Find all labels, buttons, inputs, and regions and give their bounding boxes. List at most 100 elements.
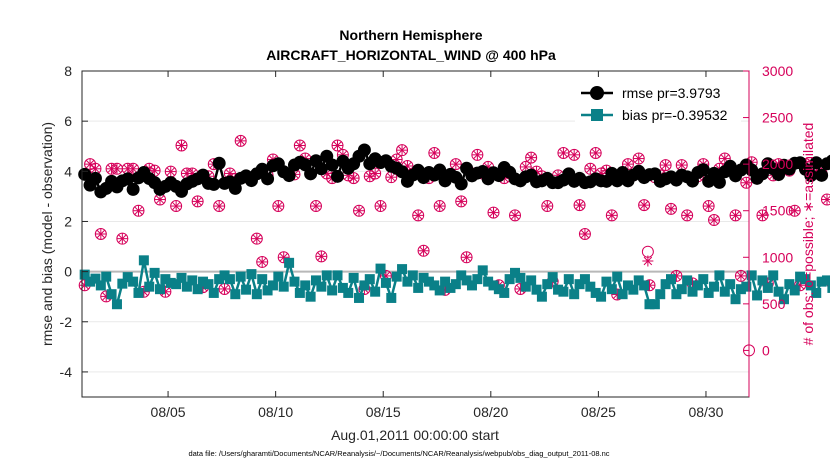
obs-assimilated-point [84, 158, 96, 170]
y-left-tick-label: 4 [64, 163, 72, 179]
asterisk-stroke [376, 201, 385, 211]
bias-point [235, 271, 246, 282]
bias-point [547, 272, 558, 283]
bias-point [429, 280, 440, 291]
bias-point [316, 281, 327, 292]
y-right-tick-label: 3000 [762, 63, 793, 79]
bias-point [192, 284, 203, 295]
asterisk-stroke [543, 201, 552, 211]
bias-point [811, 287, 822, 298]
asterisk-stroke [736, 271, 746, 281]
bias-point [391, 271, 402, 282]
asterisk-stroke [349, 173, 358, 183]
asterisk-stroke [607, 211, 617, 220]
obs-assimilated-point [385, 171, 397, 183]
bias-point [165, 277, 176, 288]
rmse-point [304, 167, 318, 181]
rmse-point [755, 167, 769, 181]
y-axis-label-right: # of obs: o=possible; ∗=assimilated [800, 123, 816, 346]
asterisk-stroke [790, 206, 799, 215]
obs-assimilated-point [176, 140, 188, 152]
bias-point [660, 279, 671, 290]
asterisk-stroke [704, 201, 713, 211]
obs-assimilated-point [756, 209, 768, 221]
bias-point [434, 285, 445, 296]
bias-point [805, 280, 816, 291]
asterisk-stroke [91, 164, 100, 174]
bias-point [574, 279, 585, 290]
bias-point [676, 284, 687, 295]
obs-assimilated-point [740, 177, 752, 189]
x-tick-label: 08/25 [581, 404, 616, 420]
obs-assimilated-point [642, 255, 654, 267]
bias-point [466, 280, 477, 291]
asterisk-stroke [643, 256, 653, 266]
bias-point [579, 274, 590, 285]
obs-assimilated-point [364, 170, 376, 182]
bias-point [746, 270, 757, 281]
bias-point [337, 282, 348, 293]
y-left-tick-label: 2 [64, 213, 72, 229]
obs-assimilated-point [111, 163, 123, 175]
bias-point [569, 289, 580, 300]
asterisk-stroke [161, 287, 170, 296]
bias-point [644, 299, 655, 310]
rmse-point [126, 182, 140, 196]
bias-point [257, 274, 268, 285]
bias-point [504, 274, 515, 285]
rmse-point [228, 181, 242, 195]
asterisk-stroke [526, 153, 536, 162]
asterisk-stroke [96, 229, 106, 239]
bias-point [310, 275, 321, 286]
bias-point [730, 294, 741, 305]
rmse-point [809, 156, 823, 170]
asterisk-stroke [521, 162, 531, 172]
bias-point [284, 257, 295, 268]
bias-point [741, 281, 752, 292]
x-axis-label: Aug.01,2011 00:00:00 start [331, 427, 499, 443]
bias-point [709, 281, 720, 292]
bias-point [370, 286, 381, 297]
x-tick-label: 08/30 [688, 404, 723, 420]
rmse-point [261, 172, 275, 186]
asterisk-stroke [591, 148, 600, 158]
asterisk-stroke [387, 172, 396, 182]
obs-assimilated-point [676, 159, 688, 171]
bias-point [483, 276, 494, 287]
obs-assimilated-point [412, 209, 424, 221]
obs-assimilated-point [434, 200, 446, 212]
obs-assimilated-point [681, 209, 693, 221]
ticks-layer: 8 6 4 2 0 -2 -4 3000 2500 2000 1500 1000 500 0 08/05 08… [60, 63, 794, 420]
bias-point [397, 264, 408, 275]
bias-point [558, 286, 569, 297]
asterisk-stroke [214, 201, 224, 211]
asterisk-stroke [435, 201, 444, 211]
rmse-point [395, 165, 409, 179]
asterisk-stroke [489, 208, 498, 217]
bias-point [386, 292, 397, 303]
asterisk-stroke [354, 206, 364, 215]
bias-point [633, 275, 644, 286]
obs-assimilated-point [310, 200, 322, 212]
bias-point [348, 272, 359, 283]
bias-point [510, 267, 521, 278]
bias-point [402, 276, 413, 287]
bias-point [628, 284, 639, 295]
rmse-point [433, 163, 447, 177]
bias-point [692, 280, 703, 291]
bias-point [703, 287, 714, 298]
asterisk-stroke [311, 201, 321, 211]
bias-point [827, 282, 830, 293]
obs-assimilated-point [192, 195, 204, 207]
bias-point [499, 287, 510, 298]
chart-title-line2: AIRCRAFT_HORIZONTAL_WIND @ 400 hPa [266, 47, 556, 63]
asterisk-stroke [451, 159, 461, 169]
asterisk-stroke [580, 229, 590, 239]
obs-assimilated-point [584, 163, 596, 175]
asterisk-stroke [709, 215, 719, 225]
bias-point [321, 270, 332, 281]
asterisk-stroke [252, 234, 262, 243]
bias-point [375, 263, 386, 274]
obs-assimilated-point [170, 200, 182, 212]
obs-assimilated-point [127, 163, 139, 175]
